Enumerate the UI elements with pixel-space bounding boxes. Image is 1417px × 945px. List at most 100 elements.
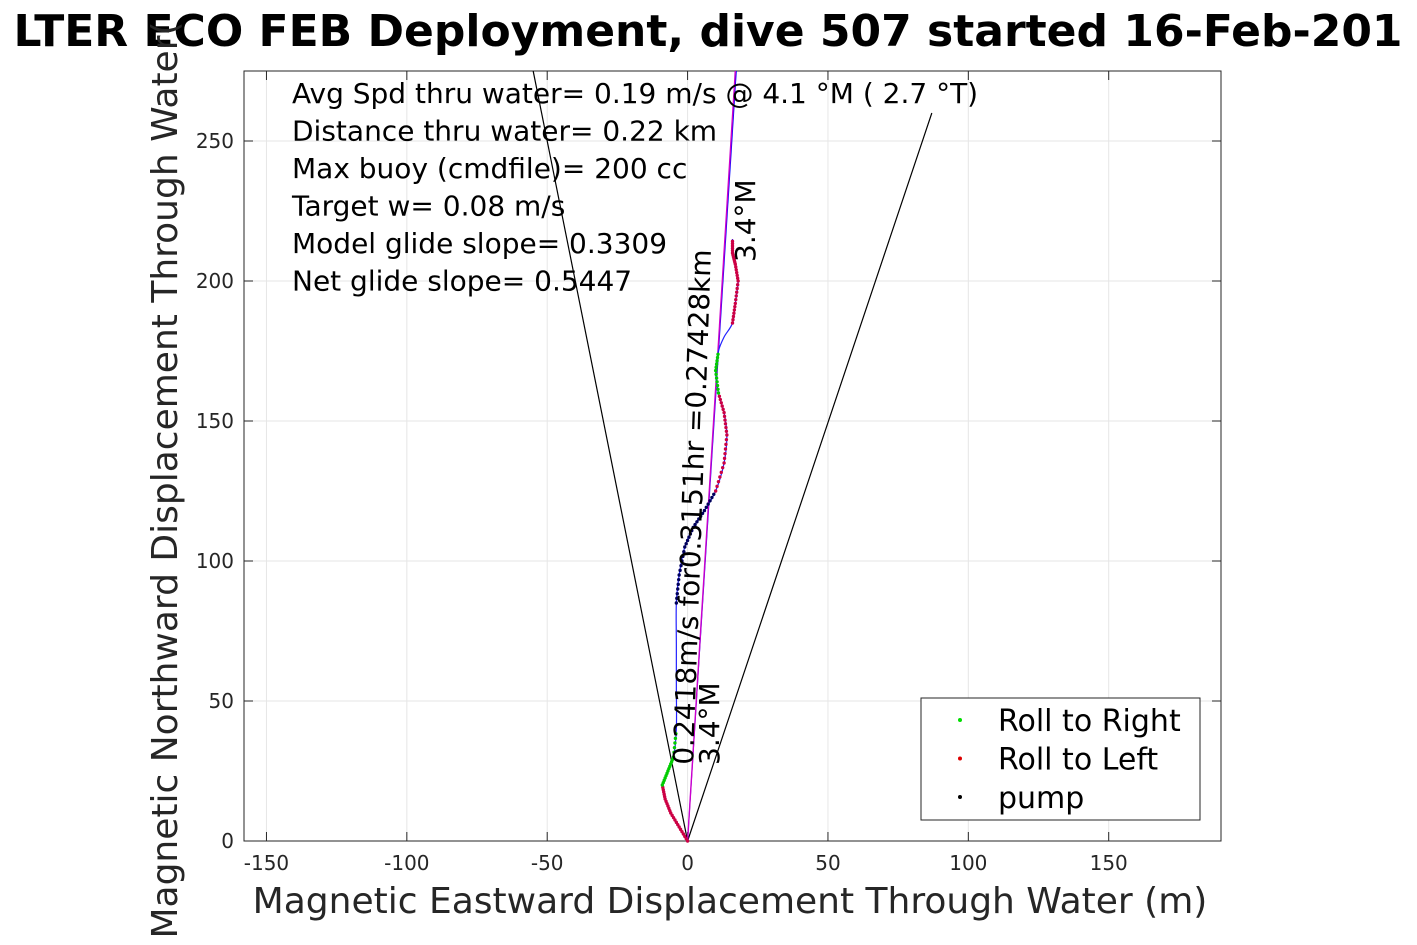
heading-label-end: 3.4°M	[729, 179, 762, 262]
track-sample-point	[676, 582, 680, 587]
x-tick-label: 150	[1090, 851, 1128, 875]
track-sample-point	[715, 359, 719, 363]
legend-marker	[958, 756, 962, 761]
x-axis-label: Magnetic Eastward Displacement Through W…	[253, 881, 1208, 922]
series	[532, 70, 933, 843]
track-sample-point	[708, 499, 712, 503]
heading-cone-line	[687, 112, 933, 842]
axes-box	[243, 70, 1222, 842]
x-tick-label: -150	[244, 851, 289, 875]
track-sample-point	[718, 397, 723, 402]
track-sample-point	[722, 461, 726, 465]
track-sample-point	[672, 750, 676, 755]
track-sample-point	[677, 573, 681, 577]
track-sample-point	[723, 451, 727, 456]
track-sample-point	[734, 297, 738, 302]
track-sample-point	[710, 495, 714, 500]
chart-title: LTER ECO FEB Deployment, dive 507 starte…	[13, 6, 1402, 57]
track-sample-point	[714, 376, 719, 380]
track-sample-point	[716, 387, 720, 391]
track-sample-point	[706, 502, 710, 506]
track-sample-point	[671, 755, 676, 759]
track-sample-point	[725, 433, 729, 437]
x-tick-label: 0	[681, 851, 694, 875]
track-sample-point	[731, 318, 735, 322]
track-sample-point	[731, 314, 736, 319]
track-sample-point	[715, 383, 720, 388]
track-sample-point	[736, 279, 740, 283]
info-line: Distance thru water= 0.22 km	[292, 115, 717, 148]
info-line: Target w= 0.08 m/s	[291, 190, 565, 223]
track-sample-point	[723, 418, 727, 422]
track-sample-point	[681, 554, 685, 559]
track-sample-point	[673, 741, 677, 745]
track-sample-point	[723, 422, 728, 426]
track-sample-point	[684, 542, 688, 546]
track-sample-point	[723, 447, 728, 451]
track-sample-point	[714, 362, 719, 366]
track-sample-point	[676, 577, 681, 582]
track-sample-point	[730, 248, 735, 253]
info-line: Max buoy (cmdfile)= 200 cc	[292, 152, 687, 185]
track-sample-point	[715, 380, 719, 384]
net-displacement-vector	[686, 70, 737, 842]
track-sample-point	[719, 470, 723, 475]
track-sample-point	[724, 442, 728, 447]
y-tick-label: 200	[196, 269, 234, 293]
track-sample-point	[691, 525, 695, 530]
heading-label-start: 3.4°M	[693, 682, 726, 765]
track-sample-point	[682, 549, 686, 554]
track-sample-point	[730, 321, 735, 325]
heading-cone-line	[532, 70, 689, 842]
track-sample-point	[674, 601, 679, 605]
y-tick-label: 150	[196, 409, 234, 433]
track-sample-point	[735, 283, 740, 287]
track-sample-point	[688, 532, 693, 536]
x-tick-label: -50	[531, 851, 564, 875]
track-sample-point	[730, 251, 735, 255]
track-sample-point	[734, 268, 738, 272]
track-sample-point	[674, 731, 678, 736]
track-sample-point	[733, 301, 738, 306]
track-sample-point	[678, 568, 682, 573]
track-sample-point	[716, 352, 720, 356]
track-sample-point	[716, 479, 721, 484]
legend-label: Roll to Right	[998, 704, 1181, 739]
track-sample-point	[730, 246, 735, 251]
track-sample-point	[680, 559, 684, 563]
track-sample-point	[718, 475, 722, 479]
legend-label: pump	[998, 781, 1084, 816]
track-sample-point	[735, 286, 739, 291]
y-tick-label: 100	[196, 549, 234, 573]
info-annotations: Avg Spd thru water= 0.19 m/s @ 4.1 °M ( …	[291, 77, 978, 298]
legend-marker	[958, 795, 962, 799]
track-sample-point	[732, 311, 736, 315]
track-sample-point	[676, 587, 680, 591]
legend-marker	[958, 718, 962, 722]
track-sample-point	[730, 241, 735, 246]
info-line: Net glide slope= 0.5447	[292, 265, 632, 298]
track-sample-point	[734, 265, 738, 269]
y-tick-label: 0	[221, 829, 234, 853]
track-sample-point	[704, 505, 708, 510]
track-sample-point	[724, 437, 729, 442]
track-sample-point	[697, 517, 701, 521]
track-sample-point	[715, 484, 719, 489]
track-sample-point	[722, 410, 726, 415]
track-sample-point	[730, 239, 735, 244]
track-sample-point	[679, 563, 683, 568]
y-tick-label: 50	[209, 689, 234, 713]
track-sample-point	[700, 511, 705, 516]
track-sample-point	[721, 407, 725, 412]
track-sample-point	[720, 465, 725, 470]
track-sample-point	[687, 535, 691, 539]
track-sample-point	[675, 591, 679, 596]
x-tick-label: 100	[949, 851, 987, 875]
track-sample-point	[733, 304, 737, 309]
track-sample-point	[714, 372, 718, 377]
track-sample-point	[732, 308, 737, 312]
track-sample-point	[712, 492, 716, 496]
y-axis-label: Magnetic Northward Displacement Through …	[145, 21, 186, 938]
